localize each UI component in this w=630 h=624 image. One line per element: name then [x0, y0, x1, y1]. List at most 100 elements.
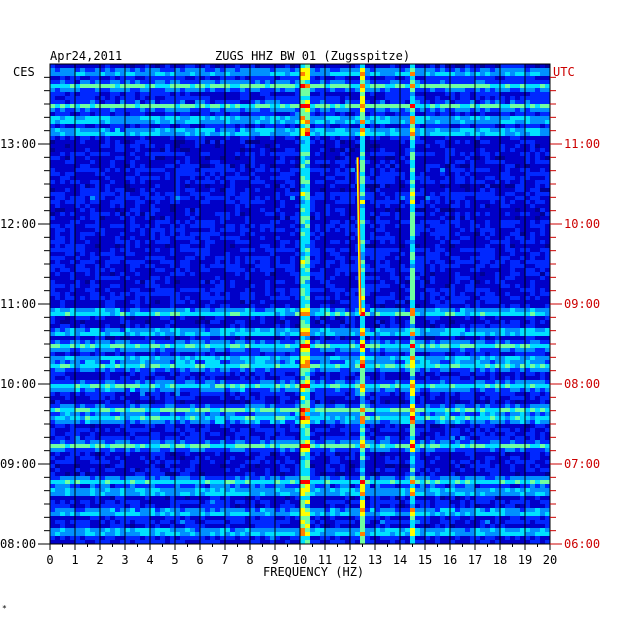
spectrogram-cell — [185, 92, 190, 96]
spectrogram-cell — [385, 216, 390, 220]
spectrogram-cell — [195, 176, 200, 180]
spectrogram-cell — [105, 236, 110, 240]
spectrogram-cell — [400, 164, 405, 168]
spectrogram-cell — [385, 172, 390, 176]
spectrogram-cell — [125, 104, 130, 108]
spectrogram-cell — [395, 216, 400, 220]
spectrogram-cell — [350, 132, 355, 136]
spectrogram-cell — [135, 172, 140, 176]
spectrogram-cell — [155, 228, 160, 232]
spectrogram-cell — [380, 72, 385, 76]
spectrogram-cell — [340, 208, 345, 212]
spectrogram-cell — [500, 240, 505, 244]
spectrogram-cell — [290, 136, 295, 140]
spectrogram-cell — [415, 80, 420, 84]
spectrogram-cell — [270, 108, 275, 112]
spectrogram-cell — [325, 204, 330, 208]
spectrogram-cell — [345, 172, 350, 176]
spectrogram-cell — [250, 256, 255, 260]
spectrogram-cell — [350, 88, 355, 92]
spectrogram-cell — [545, 208, 550, 212]
spectrogram-cell — [520, 172, 525, 176]
spectrogram-cell — [350, 264, 355, 268]
spectrogram-cell — [540, 144, 545, 148]
spectrogram-cell — [495, 124, 500, 128]
spectrogram-cell — [330, 140, 335, 144]
spectrogram-cell — [115, 228, 120, 232]
spectrogram-cell — [505, 240, 510, 244]
spectrogram-cell — [220, 252, 225, 256]
spectrogram-cell — [345, 188, 350, 192]
spectrogram-cell — [430, 192, 435, 196]
spectrogram-cell — [390, 132, 395, 136]
spectrogram-cell — [345, 184, 350, 188]
spectrogram-cell — [365, 92, 370, 96]
spectrogram-cell — [190, 264, 195, 268]
spectrogram-cell — [475, 80, 480, 84]
spectrogram-cell — [505, 228, 510, 232]
spectrogram-cell — [135, 188, 140, 192]
spectrogram-cell — [100, 112, 105, 116]
spectrogram-cell — [485, 96, 490, 100]
spectrogram-cell — [250, 192, 255, 196]
spectrogram-cell — [95, 172, 100, 176]
right-axis-label: UTC — [553, 65, 575, 79]
spectrogram-cell — [545, 112, 550, 116]
spectrogram-cell — [85, 228, 90, 232]
spectrogram-cell — [290, 240, 295, 244]
spectrogram-cell — [210, 64, 215, 68]
spectrogram-cell — [355, 220, 360, 224]
spectrogram-cell — [485, 180, 490, 184]
spectrogram-cell — [300, 116, 305, 120]
spectrogram-cell — [255, 204, 260, 208]
spectrogram-cell — [500, 124, 505, 128]
spectrogram-cell — [510, 204, 515, 208]
spectrogram-cell — [450, 204, 455, 208]
spectrogram-cell — [360, 228, 365, 232]
spectrogram-cell — [170, 228, 175, 232]
spectrogram-cell — [285, 192, 290, 196]
spectrogram-cell — [225, 108, 230, 112]
spectrogram-cell — [290, 236, 295, 240]
spectrogram-cell — [100, 232, 105, 236]
spectrogram-cell — [240, 112, 245, 116]
spectrogram-cell — [260, 96, 265, 100]
spectrogram-cell — [195, 220, 200, 224]
spectrogram-cell — [305, 92, 310, 96]
spectrogram-cell — [455, 176, 460, 180]
spectrogram-cell — [125, 228, 130, 232]
spectrogram-cell — [55, 128, 60, 132]
spectrogram-cell — [310, 248, 315, 252]
spectrogram-cell — [230, 84, 235, 88]
spectrogram-cell — [395, 236, 400, 240]
spectrogram-cell — [425, 264, 430, 268]
spectrogram-cell — [75, 232, 80, 236]
spectrogram-cell — [390, 72, 395, 76]
spectrogram-cell — [360, 264, 365, 268]
spectrogram-cell — [505, 104, 510, 108]
spectrogram-cell — [365, 132, 370, 136]
spectrogram-cell — [445, 192, 450, 196]
spectrogram-cell — [435, 88, 440, 92]
spectrogram-cell — [55, 156, 60, 160]
spectrogram-cell — [390, 128, 395, 132]
spectrogram-cell — [545, 92, 550, 96]
spectrogram-cell — [285, 232, 290, 236]
spectrogram-cell — [300, 168, 305, 172]
spectrogram-cell — [365, 248, 370, 252]
spectrogram-cell — [170, 92, 175, 96]
spectrogram-cell — [275, 236, 280, 240]
spectrogram-cell — [475, 184, 480, 188]
spectrogram-cell — [530, 176, 535, 180]
spectrogram-cell — [265, 96, 270, 100]
spectrogram-cell — [175, 72, 180, 76]
spectrogram-cell — [475, 204, 480, 208]
spectrogram-cell — [275, 204, 280, 208]
spectrogram-cell — [280, 176, 285, 180]
spectrogram-cell — [455, 148, 460, 152]
spectrogram-cell — [220, 132, 225, 136]
spectrogram-cell — [345, 76, 350, 80]
spectrogram-cell — [500, 160, 505, 164]
spectrogram-cell — [340, 132, 345, 136]
spectrogram-cell — [300, 208, 305, 212]
